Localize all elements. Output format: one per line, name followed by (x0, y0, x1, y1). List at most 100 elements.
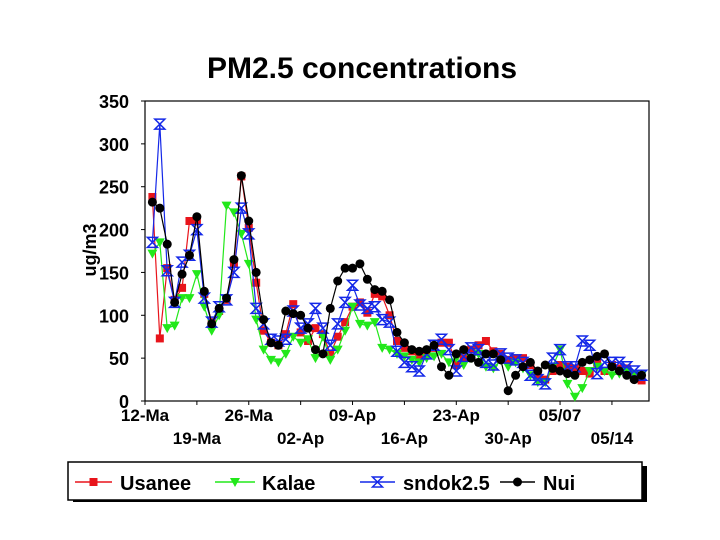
data-point-nui (600, 349, 610, 359)
data-point-nui (266, 338, 276, 348)
data-point-nui (348, 263, 358, 273)
data-point-nui (207, 319, 217, 329)
data-point-nui (333, 276, 343, 286)
data-point-kalae (436, 349, 447, 359)
data-point-nui (155, 203, 165, 213)
x-tick-label: 05/14 (591, 429, 634, 448)
data-point-usanee (289, 300, 298, 309)
data-point-nui (236, 171, 246, 181)
data-point-nui (488, 349, 498, 359)
data-point-usanee (155, 334, 164, 343)
data-point-kalae (191, 270, 202, 280)
x-tick-label: 30-Ap (485, 429, 532, 448)
chart-title: PM2.5 concentrations (207, 52, 517, 85)
data-point-kalae (169, 321, 180, 331)
data-point-kalae (443, 358, 454, 368)
data-point-sndok2-5 (338, 296, 352, 309)
data-point-usanee (467, 345, 476, 354)
data-point-kalae (384, 345, 395, 355)
legend-marker (513, 477, 522, 487)
data-point-nui (259, 315, 269, 325)
data-point-sndok2-5 (575, 335, 590, 347)
data-point-sndok2-5 (145, 236, 160, 249)
data-point-sndok2-5 (538, 378, 553, 390)
x-tick-label: 02-Ap (277, 429, 324, 448)
data-point-kalae (273, 358, 284, 368)
data-point-usanee (378, 292, 387, 301)
data-point-kalae (606, 371, 617, 381)
series-nui (147, 171, 647, 396)
data-point-kalae (377, 343, 388, 353)
data-point-kalae (569, 392, 580, 402)
data-point-nui (570, 370, 580, 380)
data-point-usanee (400, 343, 409, 352)
data-point-sndok2-5 (397, 356, 412, 369)
legend-item-usanee: Usanee (75, 473, 191, 495)
data-point-nui (377, 286, 387, 296)
data-point-usanee (415, 352, 424, 361)
data-point-usanee (570, 364, 579, 373)
data-point-nui (199, 286, 209, 296)
data-point-nui (607, 362, 617, 372)
data-point-usanee (311, 324, 320, 333)
data-point-kalae (228, 208, 239, 218)
data-point-nui (503, 386, 513, 396)
legend-box (67, 461, 643, 501)
data-point-kalae (362, 321, 373, 331)
data-point-usanee (259, 326, 268, 335)
data-point-nui (548, 363, 558, 373)
data-point-nui (244, 216, 254, 226)
data-point-nui (273, 340, 283, 350)
data-point-sndok2-5 (412, 365, 427, 377)
data-point-kalae (266, 355, 276, 365)
data-point-kalae (184, 294, 195, 304)
data-point-nui (481, 349, 491, 359)
data-point-sndok2-5 (486, 359, 501, 371)
y-tick-label: 200 (99, 221, 129, 241)
data-point-nui (540, 360, 550, 370)
data-point-sndok2-5 (360, 302, 375, 315)
data-point-kalae (414, 358, 425, 368)
data-point-nui (451, 349, 461, 359)
data-point-kalae (325, 355, 336, 365)
y-axis-ticks: 0 50 100 150 200 250 300 350 (99, 92, 145, 412)
data-point-nui (399, 338, 409, 348)
data-point-nui (614, 366, 624, 376)
y-tick-label: 250 (99, 178, 129, 198)
data-point-kalae (458, 361, 469, 370)
legend-label: Usanee (120, 473, 191, 495)
data-point-sndok2-5 (493, 348, 508, 360)
data-point-usanee (504, 355, 513, 364)
x-tick-label: 26-Ma (225, 406, 274, 425)
data-point-nui (288, 309, 298, 319)
data-point-nui (385, 295, 395, 305)
data-point-nui (303, 323, 313, 333)
y-tick-label: 350 (99, 92, 129, 112)
data-point-nui (525, 357, 535, 367)
data-point-nui (436, 362, 446, 372)
data-point-kalae (221, 201, 232, 211)
data-point-usanee (452, 361, 461, 369)
data-point-usanee (511, 354, 520, 363)
data-point-nui (355, 259, 365, 269)
data-point-usanee (244, 223, 253, 232)
data-point-sndok2-5 (330, 318, 345, 330)
data-point-kalae (147, 249, 158, 259)
data-point-nui (392, 327, 402, 337)
data-point-kalae (295, 338, 306, 348)
data-point-usanee (437, 338, 446, 347)
legend-label: Nui (543, 473, 575, 495)
x-tick-label: 05/07 (539, 406, 582, 425)
y-tick-label: 150 (99, 263, 129, 283)
data-point-usanee (459, 354, 468, 363)
data-point-sndok2-5 (345, 279, 360, 292)
data-point-nui (177, 269, 187, 279)
x-tick-label: 09-Ap (329, 406, 376, 425)
data-point-kalae (347, 302, 358, 312)
data-point-usanee (593, 358, 602, 367)
data-point-sndok2-5 (353, 299, 367, 311)
data-point-sndok2-5 (316, 322, 330, 334)
data-point-kalae (280, 349, 291, 359)
data-point-nui (577, 357, 587, 367)
